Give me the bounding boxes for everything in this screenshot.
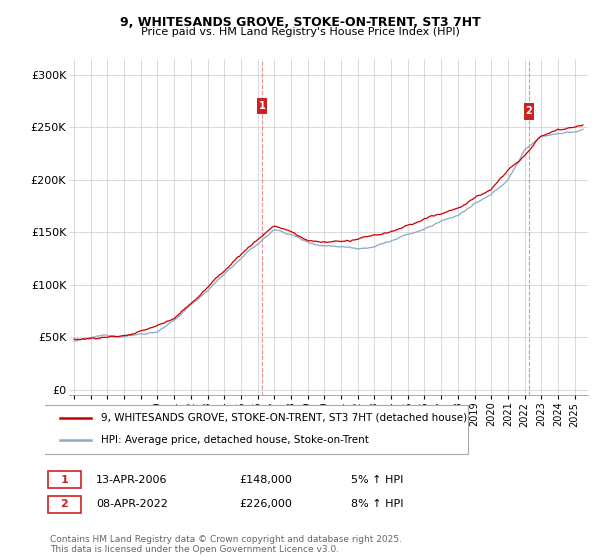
FancyBboxPatch shape: [524, 103, 534, 120]
Text: 13-APR-2006: 13-APR-2006: [96, 475, 167, 485]
Text: 2: 2: [60, 499, 68, 509]
Text: 08-APR-2022: 08-APR-2022: [96, 499, 168, 509]
FancyBboxPatch shape: [47, 472, 80, 488]
Text: 1: 1: [60, 475, 68, 485]
FancyBboxPatch shape: [40, 405, 468, 454]
Text: 9, WHITESANDS GROVE, STOKE-ON-TRENT, ST3 7HT: 9, WHITESANDS GROVE, STOKE-ON-TRENT, ST3…: [119, 16, 481, 29]
FancyBboxPatch shape: [257, 97, 267, 114]
Text: 1: 1: [259, 101, 266, 111]
Text: 5% ↑ HPI: 5% ↑ HPI: [351, 475, 403, 485]
Text: HPI: Average price, detached house, Stoke-on-Trent: HPI: Average price, detached house, Stok…: [101, 436, 369, 445]
Text: 9, WHITESANDS GROVE, STOKE-ON-TRENT, ST3 7HT (detached house): 9, WHITESANDS GROVE, STOKE-ON-TRENT, ST3…: [101, 413, 467, 423]
Text: 2: 2: [526, 106, 532, 116]
Text: £226,000: £226,000: [239, 499, 292, 509]
Text: £148,000: £148,000: [239, 475, 292, 485]
Text: Contains HM Land Registry data © Crown copyright and database right 2025.
This d: Contains HM Land Registry data © Crown c…: [50, 535, 402, 554]
Text: Price paid vs. HM Land Registry's House Price Index (HPI): Price paid vs. HM Land Registry's House …: [140, 27, 460, 37]
FancyBboxPatch shape: [47, 496, 80, 513]
Text: 8% ↑ HPI: 8% ↑ HPI: [351, 499, 404, 509]
